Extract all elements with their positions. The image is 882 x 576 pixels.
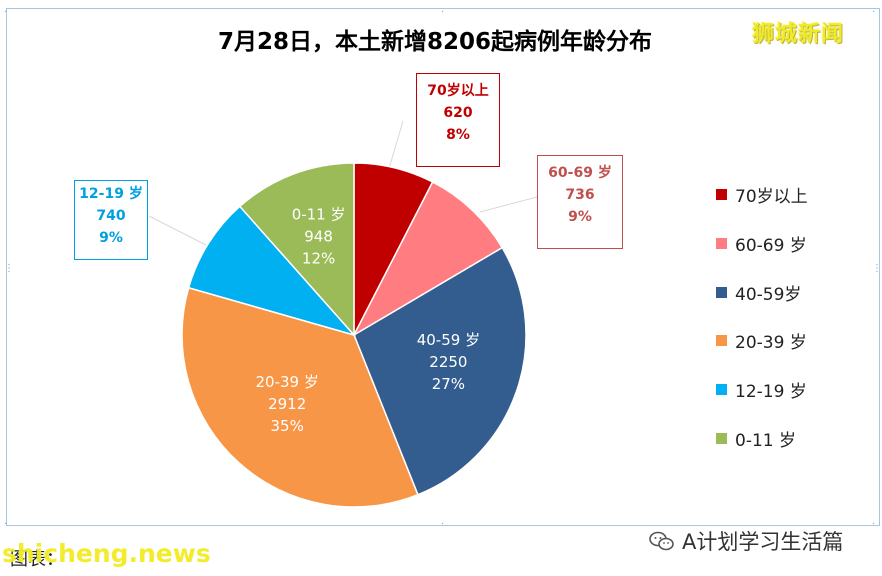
resize-handle-top[interactable]: · <box>441 7 445 18</box>
leader-line-12 <box>148 215 207 246</box>
legend-swatch-70 <box>716 188 727 200</box>
legend-label-0: 0-11 岁 <box>735 430 796 451</box>
callout-12-19: 12-19 岁 740 9% <box>74 180 148 260</box>
account-label: A计划学习生活篇 <box>682 530 844 554</box>
legend-item-60-69: 60-69 岁 <box>716 231 807 256</box>
pie-slice-s20 <box>181 286 419 508</box>
callout-12-value: 740 <box>96 208 126 224</box>
resize-handle-bottom[interactable]: · <box>441 519 445 530</box>
legend-item-20-39: 20-39 岁 <box>716 328 807 353</box>
callout-60-69: 60-69 岁 736 9% <box>537 155 623 249</box>
inner-label-s0-percent: 12% <box>302 250 335 268</box>
resize-handle-bottom-right[interactable]: · <box>872 519 876 530</box>
legend-label-40: 40-59岁 <box>735 284 802 305</box>
callout-leaders <box>148 120 538 246</box>
watermark: shicheng.news <box>2 539 211 568</box>
callout-60-percent: 9% <box>568 209 592 225</box>
legend-swatch-40 <box>716 286 727 298</box>
callout-70-label: 70岁以上 <box>427 83 489 99</box>
inner-label-s40-name: 40-59 岁 <box>417 331 480 349</box>
legend-item-70-plus: 70岁以上 <box>716 182 808 207</box>
legend-swatch-20 <box>716 334 727 346</box>
resize-handle-top-left[interactable]: · <box>4 7 8 18</box>
inner-label-s20-name: 20-39 岁 <box>256 373 319 391</box>
legend-swatch-12 <box>716 383 727 395</box>
inner-label-s20-percent: 35% <box>271 417 304 435</box>
inner-label-s40-percent: 27% <box>432 375 465 393</box>
inner-label-s0-value: 948 <box>304 228 333 246</box>
chart-source: 图表： <box>10 549 64 570</box>
resize-handle-top-right[interactable]: · <box>872 7 876 18</box>
leader-line-70 <box>387 120 404 173</box>
legend-item-0-11: 0-11 岁 <box>716 426 796 451</box>
pie-slices <box>181 162 527 508</box>
legend-item-12-19: 12-19 岁 <box>716 377 807 402</box>
legend-label-70: 70岁以上 <box>735 186 808 207</box>
legend-label-60: 60-69 岁 <box>735 235 807 256</box>
inner-label-s0-name: 0-11 岁 <box>292 206 346 224</box>
legend-item-40-59: 40-59岁 <box>716 280 802 305</box>
resize-handle-bottom-left[interactable]: · <box>4 519 8 530</box>
pie-inner-labels: 40-59 岁 2250 27% 20-39 岁 2912 35% 0-11 岁 948 12% <box>256 206 481 435</box>
pie-slice-s40 <box>353 246 527 496</box>
callout-70-value: 620 <box>443 105 473 121</box>
account-name: A计划学习生活篇 <box>648 526 843 556</box>
pie-slice-s12 <box>187 205 357 337</box>
callout-60-label: 60-69 岁 <box>548 165 612 181</box>
callout-70-plus: 70岁以上 620 8% <box>416 73 500 167</box>
legend-swatch-60 <box>716 237 727 249</box>
legend-label-20: 20-39 岁 <box>735 332 807 353</box>
inner-label-s40-value: 2250 <box>429 353 467 371</box>
inner-label-s20-value: 2912 <box>268 395 306 413</box>
callout-70-percent: 8% <box>446 127 470 143</box>
leader-line-60 <box>479 196 538 213</box>
pie-slice-s0 <box>238 162 355 337</box>
callout-12-label: 12-19 岁 <box>79 186 143 202</box>
wechat-icon <box>649 531 674 551</box>
chart-title: 7月28日，本土新增8206起病例年龄分布 <box>217 29 653 55</box>
legend-swatch-0 <box>716 432 727 444</box>
legend-label-12: 12-19 岁 <box>735 381 807 402</box>
pie-slice-s60 <box>352 181 504 337</box>
callout-60-value: 736 <box>565 187 595 203</box>
brand-logo: 狮城新闻 <box>752 22 845 47</box>
callout-12-percent: 9% <box>99 230 123 246</box>
